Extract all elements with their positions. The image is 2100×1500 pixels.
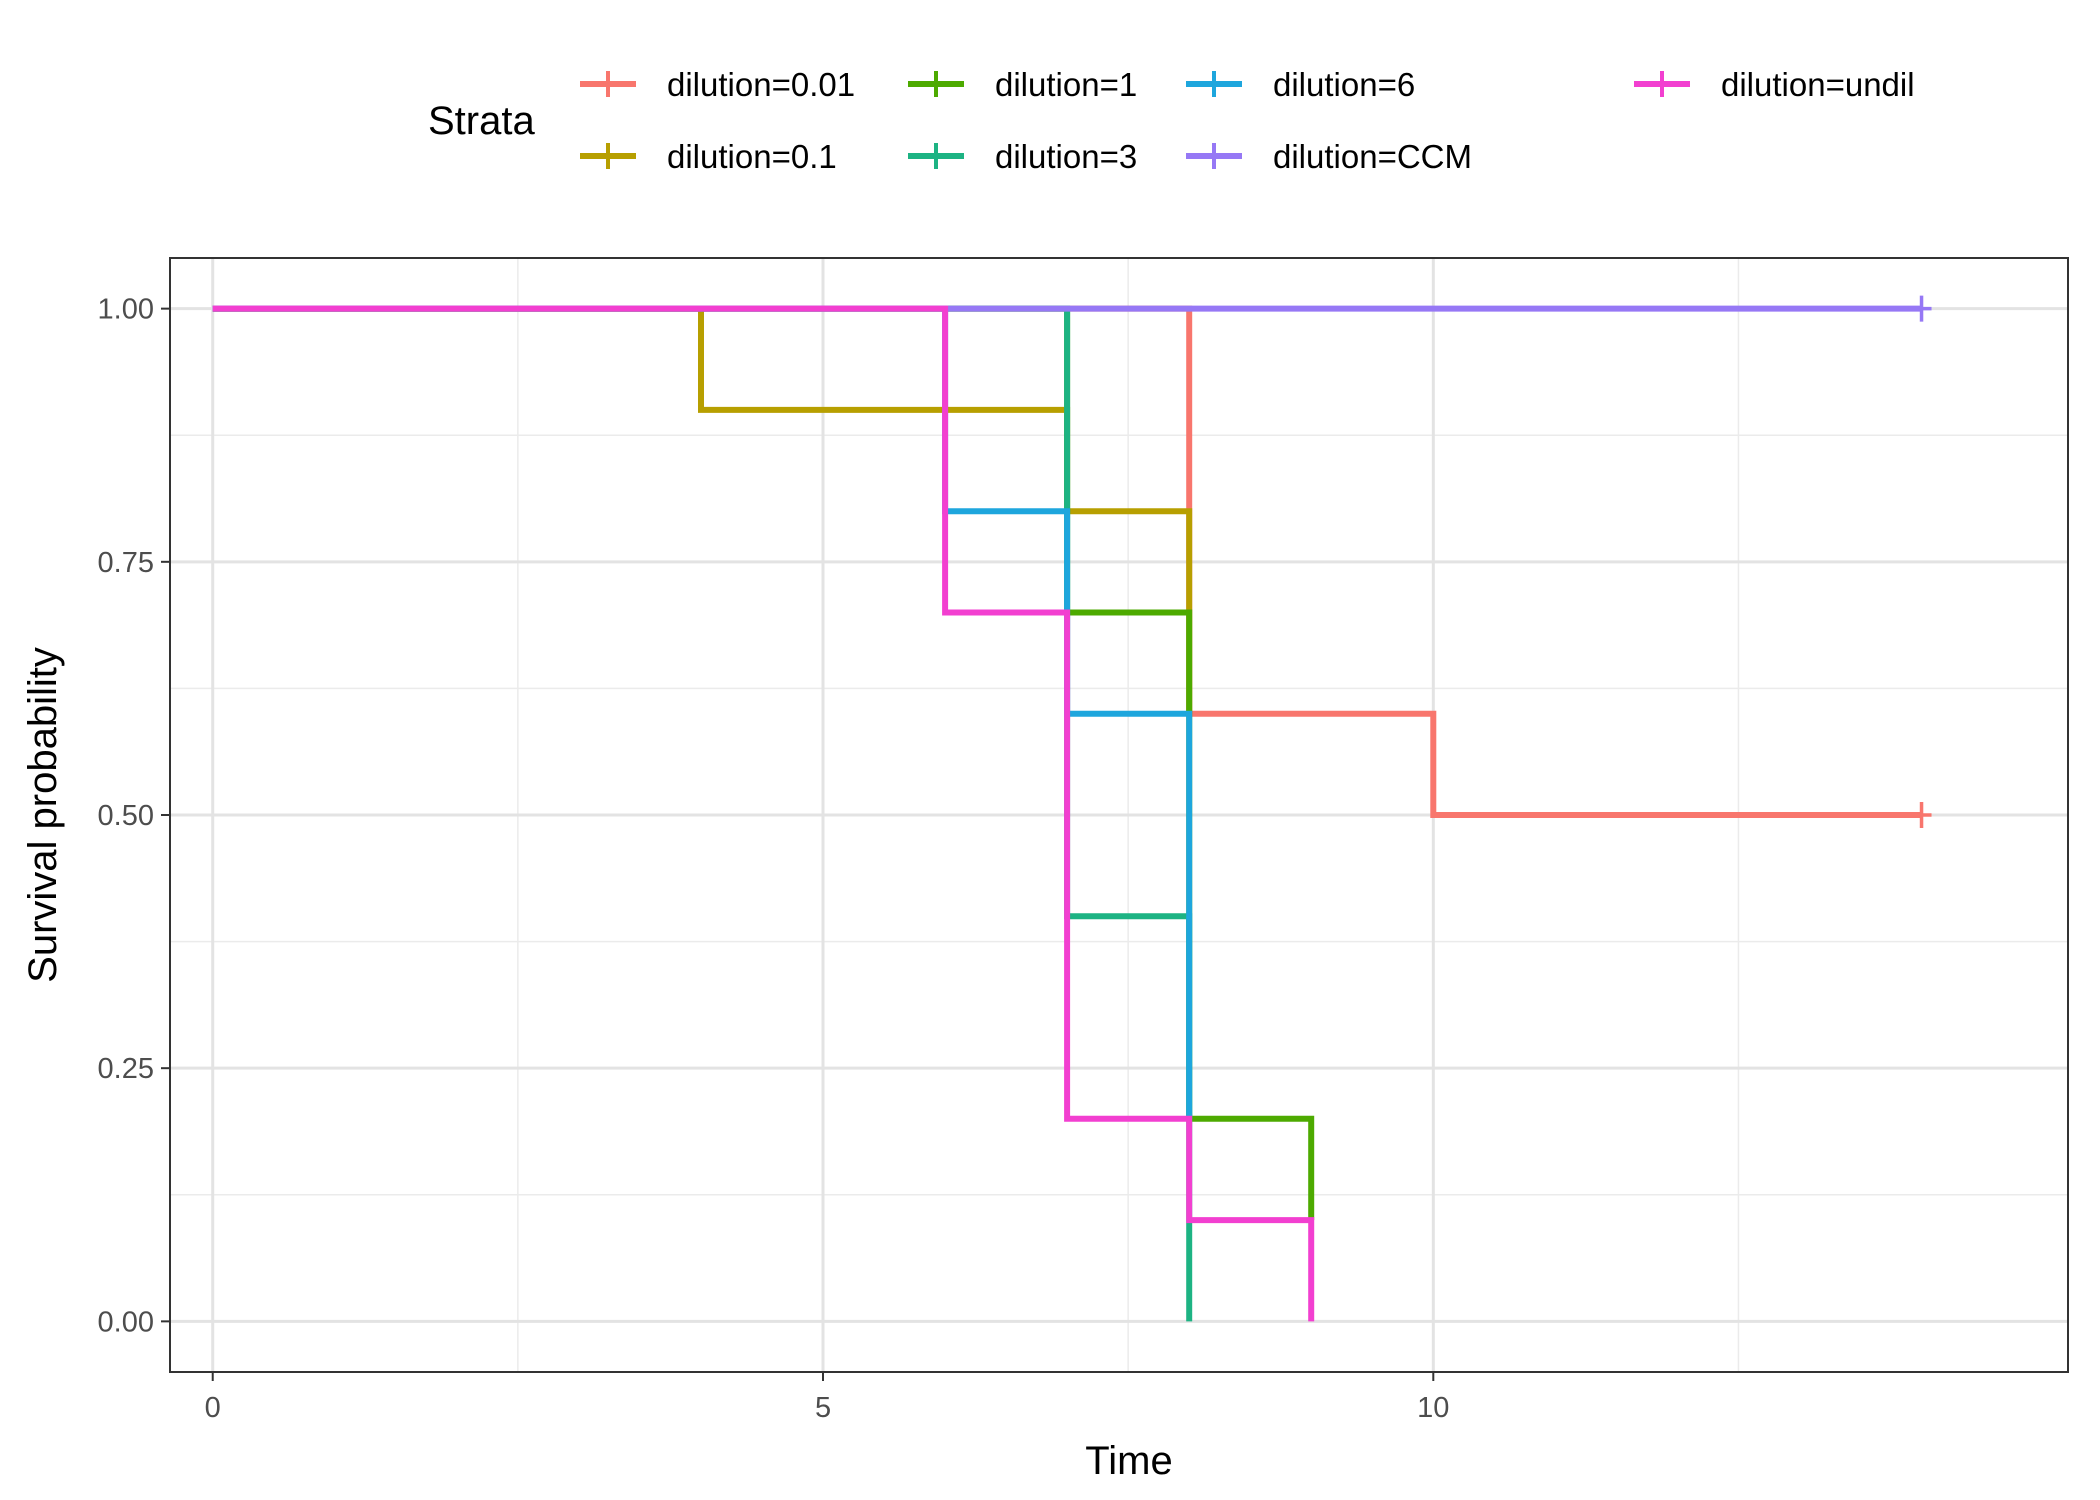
y-tick-label: 0.75: [98, 547, 154, 579]
legend-item-dilution-0-01: dilution=0.01: [580, 66, 855, 103]
x-tick-label: 10: [1417, 1392, 1449, 1424]
survival-curves: [212, 295, 1932, 1322]
legend-label: dilution=6: [1273, 66, 1415, 103]
censor-mark-dilution-0-01: [1911, 802, 1932, 828]
y-axis: 0.00 0.25 0.50 0.75 1.00: [98, 294, 170, 1338]
y-tick-label: 0.25: [98, 1053, 154, 1085]
censor-mark-dilution-ccm: [1911, 295, 1932, 322]
y-axis-title: Survival probability: [21, 647, 65, 983]
legend-item-dilution-3: dilution=3: [908, 138, 1137, 175]
legend-label: dilution=0.1: [667, 138, 837, 175]
legend-label: dilution=CCM: [1273, 138, 1472, 175]
x-tick-label: 0: [205, 1392, 221, 1424]
y-tick-label: 0.50: [98, 800, 154, 832]
legend-item-dilution-1: dilution=1: [908, 66, 1137, 103]
curve-dilution-undil: [212, 305, 1315, 1322]
legend-items: dilution=0.01 dilution=0.1 dilution=1 dilut…: [580, 66, 1915, 175]
plot-area: [169, 257, 2069, 1373]
legend: Strata dilution=0.01dilution=0.1dilution…: [428, 66, 1915, 175]
legend-title: Strata: [428, 99, 535, 143]
legend-label: dilution=1: [995, 66, 1137, 103]
legend-item-dilution-6: dilution=6: [1186, 66, 1415, 103]
legend-item-dilution-ccm: dilution=CCM: [1186, 138, 1472, 175]
legend-label: dilution=3: [995, 138, 1137, 175]
x-tick-label: 5: [815, 1392, 831, 1424]
legend-label: dilution=undil: [1721, 66, 1915, 103]
y-tick-label: 1.00: [98, 294, 154, 326]
x-axis-title: Time: [1085, 1439, 1172, 1483]
legend-label: dilution=0.01: [667, 66, 855, 103]
legend-item-dilution-0-1: dilution=0.1: [580, 138, 837, 175]
x-axis: 0 5 10: [205, 1372, 1449, 1424]
y-tick-label: 0.00: [98, 1306, 154, 1338]
minor-gridlines: [170, 258, 2068, 1372]
legend-item-dilution-undil: dilution=undil: [1634, 66, 1915, 103]
